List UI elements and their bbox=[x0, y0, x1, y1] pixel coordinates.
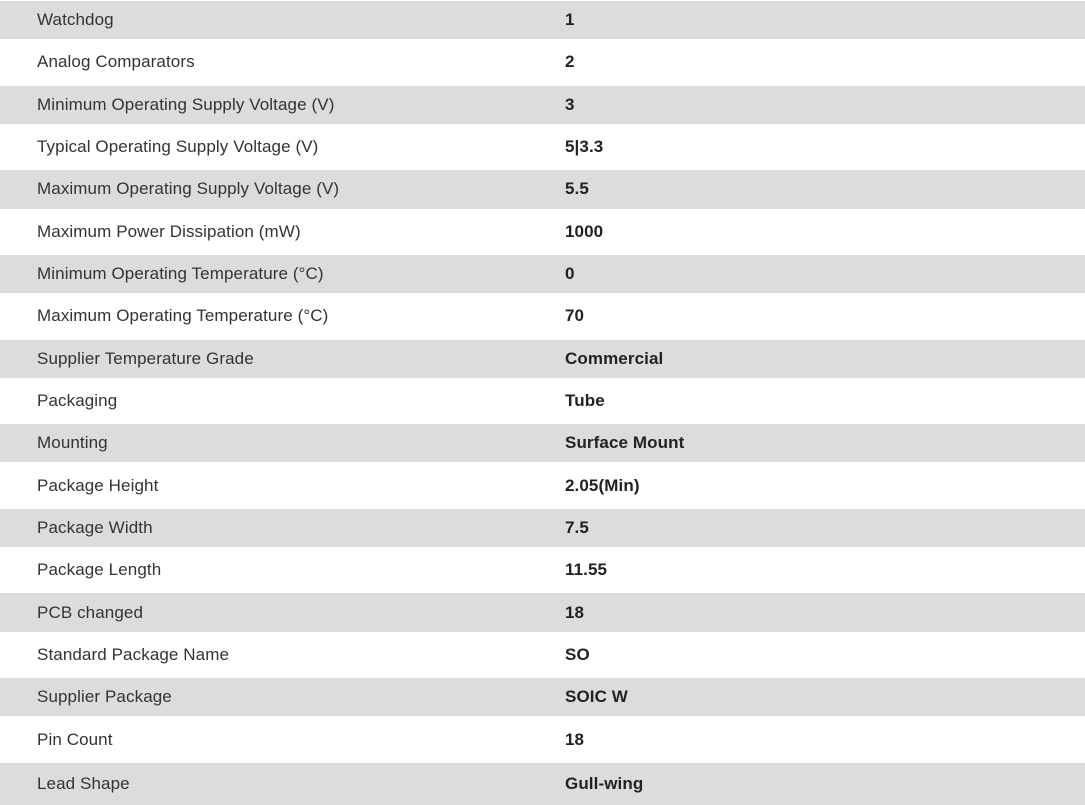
spec-row: Packaging Tube bbox=[0, 381, 1085, 425]
spec-row: Package Length 11.55 bbox=[0, 551, 1085, 594]
spec-label: Pin Count bbox=[37, 729, 113, 749]
spec-value: 5|3.3 bbox=[565, 137, 604, 157]
spec-value: Commercial bbox=[565, 348, 664, 368]
spec-label: Analog Comparators bbox=[37, 52, 195, 72]
spec-value: 2 bbox=[565, 52, 575, 72]
spec-row: Analog Comparators 2 bbox=[0, 43, 1085, 86]
spec-value: Surface Mount bbox=[565, 433, 685, 453]
spec-label: Maximum Operating Temperature (°C) bbox=[37, 306, 329, 326]
spec-value: 1000 bbox=[565, 221, 604, 241]
spec-label: Lead Shape bbox=[37, 773, 130, 793]
spec-value: 0 bbox=[565, 264, 575, 284]
spec-value: 2.05(Min) bbox=[565, 475, 640, 495]
spec-value: 7.5 bbox=[565, 517, 589, 537]
spec-value: 5.5 bbox=[565, 179, 589, 199]
spec-row: Lead Shape Gull-wing bbox=[0, 762, 1085, 805]
spec-row: Maximum Operating Supply Voltage (V) 5.5 bbox=[0, 170, 1085, 213]
spec-label: Supplier Temperature Grade bbox=[37, 348, 254, 368]
spec-row: Typical Operating Supply Voltage (V) 5|3.… bbox=[0, 127, 1085, 171]
spec-value: SO bbox=[565, 644, 590, 664]
spec-value: SOIC W bbox=[565, 687, 628, 707]
spec-row: PCB changed 18 bbox=[0, 593, 1085, 636]
spec-value: Tube bbox=[565, 390, 605, 410]
spec-label: Packaging bbox=[37, 390, 118, 410]
spec-value: 70 bbox=[565, 306, 585, 326]
spec-row: Supplier Temperature Grade Commercial bbox=[0, 339, 1085, 382]
spec-label: Package Width bbox=[37, 517, 153, 537]
spec-label: Typical Operating Supply Voltage (V) bbox=[37, 137, 319, 157]
spec-row: Maximum Power Dissipation (mW) 1000 bbox=[0, 212, 1085, 255]
spec-row: Watchdog 1 bbox=[0, 1, 1085, 44]
spec-value: 18 bbox=[565, 729, 585, 749]
spec-label: Standard Package Name bbox=[37, 644, 230, 664]
spec-value: Gull-wing bbox=[565, 773, 644, 793]
spec-label: Package Height bbox=[37, 475, 159, 495]
spec-value: 11.55 bbox=[565, 560, 608, 580]
spec-row: Minimum Operating Supply Voltage (V) 3 bbox=[0, 85, 1085, 128]
spec-row: Standard Package Name SO bbox=[0, 635, 1085, 679]
spec-label: Package Length bbox=[37, 560, 162, 580]
spec-value: 3 bbox=[565, 94, 575, 114]
spec-row: Supplier Package SOIC W bbox=[0, 678, 1085, 721]
spec-row: Package Height 2.05(Min) bbox=[0, 466, 1085, 509]
spec-label: Maximum Power Dissipation (mW) bbox=[37, 221, 301, 241]
spec-label: Watchdog bbox=[37, 10, 114, 30]
spec-label: PCB changed bbox=[37, 602, 144, 622]
spec-label: Minimum Operating Supply Voltage (V) bbox=[37, 94, 335, 114]
spec-label: Maximum Operating Supply Voltage (V) bbox=[37, 179, 340, 199]
spec-row: Mounting Surface Mount bbox=[0, 424, 1085, 467]
spec-row: Package Width 7.5 bbox=[0, 508, 1085, 552]
spec-label: Mounting bbox=[37, 433, 108, 453]
spec-label: Supplier Package bbox=[37, 687, 172, 707]
spec-row: Maximum Operating Temperature (°C) 70 bbox=[0, 297, 1085, 340]
spec-label: Minimum Operating Temperature (°C) bbox=[37, 264, 324, 284]
spec-value: 1 bbox=[565, 10, 575, 30]
spec-row: Pin Count 18 bbox=[0, 720, 1085, 763]
spec-value: 18 bbox=[565, 602, 585, 622]
spec-row: Minimum Operating Temperature (°C) 0 bbox=[0, 254, 1085, 298]
